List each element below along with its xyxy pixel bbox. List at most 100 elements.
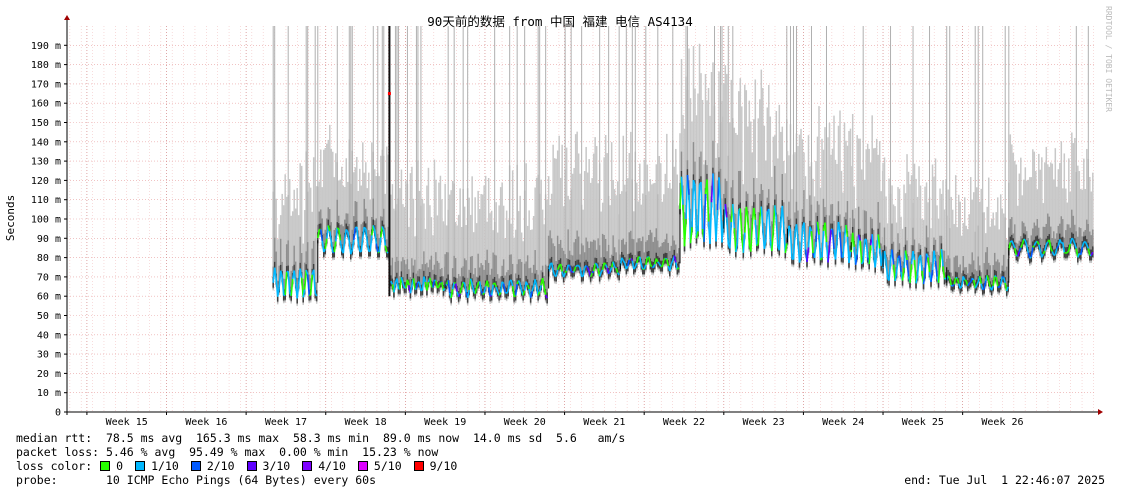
median-segment (330, 241, 334, 253)
median-segment (848, 251, 852, 263)
median-segment (420, 289, 423, 292)
median-segment (302, 289, 306, 298)
median-segment (537, 291, 541, 296)
median-segment (342, 238, 346, 254)
loss-color-swatch (357, 461, 368, 471)
y-tick-label: 120 m (31, 176, 61, 187)
median-segment (601, 262, 605, 270)
y-tick-label: 90 m (37, 234, 61, 245)
median-segment (390, 280, 394, 285)
median-segment (283, 294, 286, 297)
loss-marker-9-10 (387, 92, 391, 96)
median-segment (379, 226, 384, 238)
loss-color-swatch (413, 461, 424, 471)
median-segment (712, 173, 716, 210)
median-segment (572, 270, 575, 274)
median-segment (1044, 244, 1048, 251)
median-segment (600, 269, 604, 273)
median-segment (396, 278, 400, 289)
median-segment (381, 226, 385, 231)
median-segment (382, 230, 387, 246)
median-segment (364, 229, 369, 243)
median-segment (324, 238, 328, 250)
median-segment (1027, 252, 1031, 259)
median-segment (502, 283, 506, 293)
loss-legend-label: 0 (116, 459, 124, 473)
x-tick-label: Week 16 (185, 417, 227, 428)
median-segment (824, 222, 828, 243)
median-rtt-stats: median rtt: 78.5 ms avg 165.3 ms max 58.… (16, 431, 626, 445)
median-segment (432, 279, 436, 288)
x-axis-arrow (1098, 409, 1103, 415)
median-segment (648, 256, 652, 265)
loss-legend-label: 5/10 (373, 459, 402, 473)
median-segment (345, 228, 349, 233)
median-segment (1038, 244, 1042, 251)
median-segment (517, 280, 521, 285)
median-segment (689, 227, 693, 244)
median-segment (523, 281, 527, 291)
median-segment (591, 270, 595, 274)
median-segment (763, 240, 767, 249)
y-tick-labels: 0 10 m 20 m 30 m 40 m 50 m 60 m 70 m 80 m 90 m 100… (31, 41, 61, 419)
median-segment (363, 226, 367, 230)
median-segment (273, 267, 277, 280)
rrdtool-watermark: RRDTOOL / TOBI OETIKER (1104, 6, 1113, 112)
y-axis-arrow (64, 15, 70, 20)
median-segment (306, 274, 310, 296)
median-segment (854, 254, 858, 265)
median-segment (355, 226, 360, 243)
median-segment (700, 182, 704, 230)
median-segment (562, 272, 566, 278)
median-segment (930, 269, 934, 282)
median-segment (586, 267, 590, 273)
median-segment (373, 230, 378, 244)
median-segment (418, 282, 422, 291)
median-segment (640, 264, 644, 270)
x-tick-labels: Week 15 Week 16 Week 17 Week 18 Week 19 Week … (106, 417, 1024, 428)
median-segment (633, 266, 636, 270)
median-segment (555, 269, 559, 277)
median-segment (810, 231, 814, 254)
median-segment (715, 209, 719, 242)
x-tick-label: Week 15 (106, 417, 148, 428)
y-tick-label: 100 m (31, 215, 61, 226)
y-tick-label: 170 m (31, 79, 61, 90)
median-segment (386, 251, 389, 254)
median-segment (1090, 251, 1094, 256)
median-segment (328, 231, 333, 242)
median-segment (592, 263, 596, 272)
median-segment (525, 281, 529, 286)
median-segment (754, 219, 758, 247)
median-segment (906, 260, 910, 277)
median-segment (919, 254, 923, 271)
median-segment (964, 279, 967, 282)
median-segment (1005, 286, 1009, 292)
median-segment (675, 262, 679, 270)
median-segment (643, 264, 647, 270)
median-segment (1018, 247, 1022, 252)
median-segment (778, 222, 782, 251)
median-segment (865, 239, 869, 258)
loss-color-swatch (100, 461, 111, 471)
median-segment (336, 227, 340, 230)
y-tick-label: 190 m (31, 41, 61, 52)
median-segment (334, 227, 339, 242)
median-segment (630, 258, 633, 262)
median-segment (447, 280, 451, 293)
median-segment (718, 177, 722, 205)
median-segment (795, 224, 799, 241)
median-segment (983, 280, 987, 289)
y-tick-label: 40 m (37, 330, 61, 341)
median-segment (1042, 250, 1046, 255)
chart-title: 90天前的数据 from 中国 福建 电信 AS4134 (427, 14, 692, 29)
median-segment (1081, 242, 1085, 248)
median-segment (944, 277, 947, 280)
median-segment (507, 280, 511, 292)
median-segment (940, 249, 944, 267)
median-segment (953, 277, 957, 285)
y-axis-label: Seconds (4, 195, 17, 241)
median-segment (742, 232, 746, 253)
median-segment (1020, 243, 1024, 248)
